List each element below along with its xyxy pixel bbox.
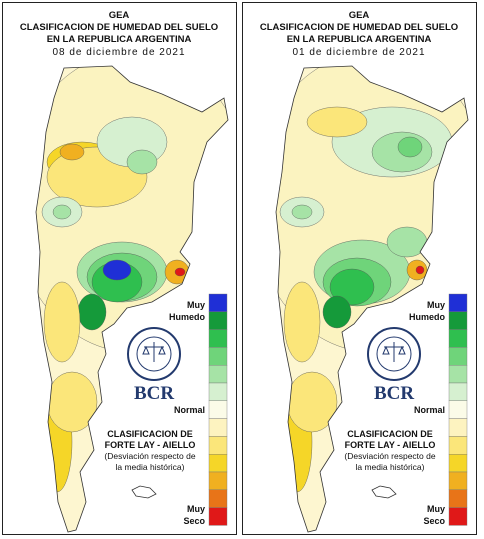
legend-swatch <box>448 311 468 330</box>
moisture-zone <box>77 293 107 331</box>
moisture-zone <box>102 259 132 281</box>
header-date: 01 de diciembre de 2021 <box>292 47 425 58</box>
caption-line: la media histórica) <box>116 462 185 472</box>
legend-label: Muy <box>187 300 205 310</box>
moisture-zone <box>291 204 313 220</box>
legend-swatch <box>208 454 228 473</box>
caption-line: FORTE LAY - AIELLO <box>105 440 196 450</box>
moisture-zone <box>43 281 81 363</box>
legend-label: Seco <box>183 516 205 526</box>
legend-swatch <box>448 382 468 401</box>
logo-text: BCR <box>134 383 174 404</box>
header-org: GEA <box>349 10 370 21</box>
country-outline <box>35 65 229 533</box>
legend-swatch <box>448 454 468 473</box>
legend-swatch <box>448 400 468 419</box>
legend-swatch <box>208 347 228 366</box>
legend-swatch <box>208 471 228 490</box>
moisture-zone <box>174 267 186 277</box>
legend-swatch <box>448 365 468 384</box>
legend-label: Humedo <box>169 312 206 322</box>
logo-seal-inner <box>376 336 412 372</box>
caption-line: la media histórica) <box>356 462 425 472</box>
legend-swatch <box>208 400 228 419</box>
moisture-zone <box>306 106 368 138</box>
legend-swatch <box>448 489 468 508</box>
logo-seal-inner <box>136 336 172 372</box>
legend-label: Normal <box>174 405 205 415</box>
logo-scales <box>382 342 406 362</box>
moisture-zone <box>52 204 72 220</box>
legend-swatch <box>208 436 228 455</box>
caption-line: (Desviación respecto de <box>344 451 435 461</box>
moisture-zone <box>415 265 425 275</box>
islands <box>371 485 397 499</box>
legend-swatch <box>448 471 468 490</box>
legend-swatch <box>208 293 228 312</box>
legend-swatch <box>448 507 468 526</box>
legend-label: Humedo <box>409 312 446 322</box>
moisture-zone <box>322 295 352 329</box>
moisture-zone <box>329 268 375 306</box>
legend-label: Muy <box>427 504 445 514</box>
moisture-zone <box>397 136 423 158</box>
moisture-zone <box>126 149 158 175</box>
country-outline <box>275 65 469 533</box>
legend-swatch <box>448 436 468 455</box>
legend-swatch <box>208 329 228 348</box>
legend-swatch <box>208 382 228 401</box>
logo-text: BCR <box>374 383 414 404</box>
legend-label: Seco <box>423 516 445 526</box>
legend-swatch <box>448 329 468 348</box>
moisture-zone <box>283 281 321 363</box>
legend-swatch <box>448 418 468 437</box>
caption-line: FORTE LAY - AIELLO <box>345 440 436 450</box>
legend-swatch <box>208 365 228 384</box>
header-title: EN LA REPUBLICA ARGENTINA <box>47 34 192 45</box>
header-title: EN LA REPUBLICA ARGENTINA <box>287 34 432 45</box>
legend-swatch <box>448 293 468 312</box>
moisture-zone <box>59 143 85 161</box>
header-title: CLASIFICACION DE HUMEDAD DEL SUELO <box>20 22 218 33</box>
legend-label: Muy <box>187 504 205 514</box>
legend-label: Normal <box>414 405 445 415</box>
legend-swatch <box>208 507 228 526</box>
legend-swatch <box>208 311 228 330</box>
header-org: GEA <box>109 10 130 21</box>
legend-swatch <box>208 418 228 437</box>
header-date: 08 de diciembre de 2021 <box>52 47 185 58</box>
legend-label: Muy <box>427 300 445 310</box>
caption-line: CLASIFICACION DE <box>107 429 193 439</box>
header-title: CLASIFICACION DE HUMEDAD DEL SUELO <box>260 22 458 33</box>
islands <box>131 485 157 499</box>
caption-line: (Desviación respecto de <box>104 451 195 461</box>
legend-swatch <box>448 347 468 366</box>
logo-scales <box>142 342 166 362</box>
caption-line: CLASIFICACION DE <box>347 429 433 439</box>
legend-swatch <box>208 489 228 508</box>
